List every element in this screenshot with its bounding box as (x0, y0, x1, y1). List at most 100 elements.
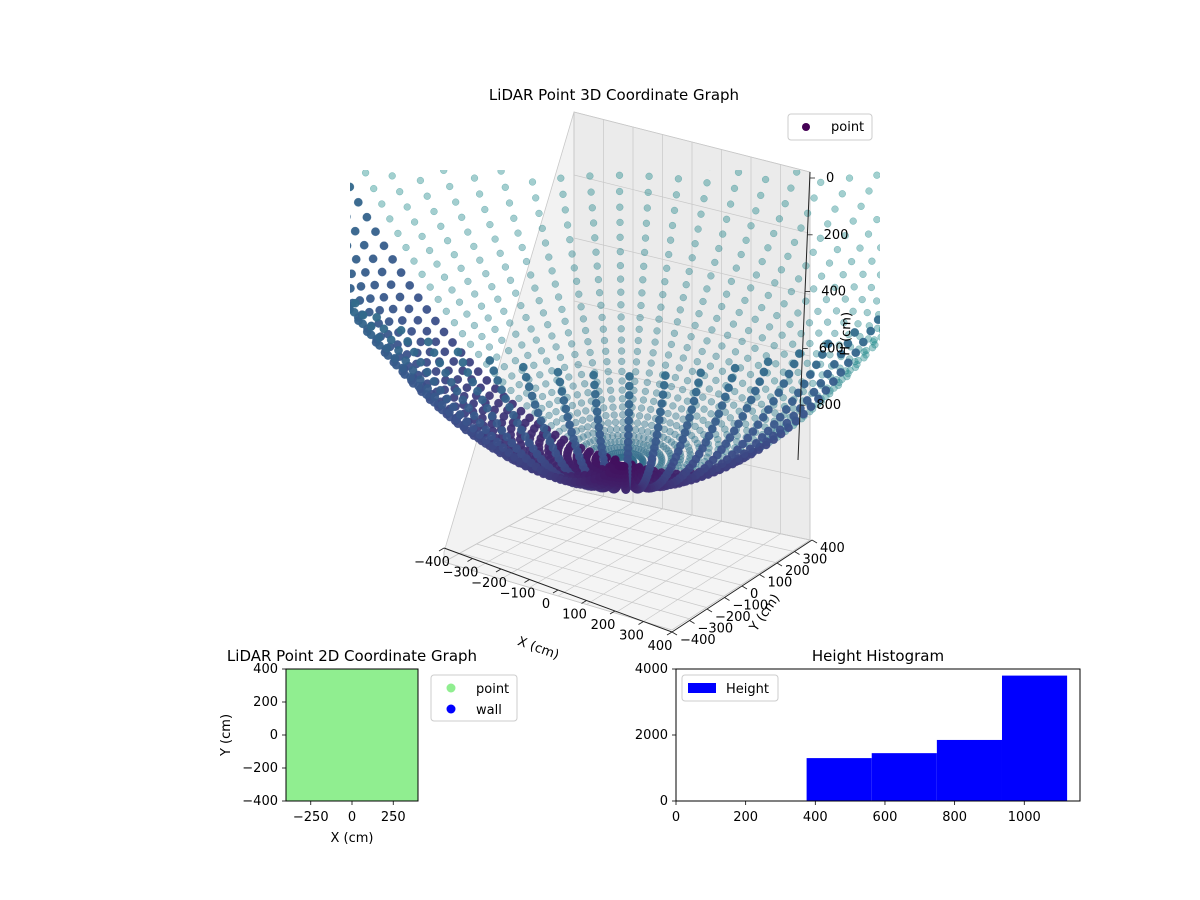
plot-3d-point (455, 409, 465, 419)
plot-3d-point (561, 404, 571, 414)
plot-3d-point (841, 295, 849, 303)
plot-3d-point (688, 367, 697, 376)
plot-3d-point (641, 420, 649, 428)
plot-3d-point (437, 222, 445, 230)
plot-3d-y-tick-label: 300 (803, 553, 828, 568)
plot-3d-point (817, 178, 825, 187)
plot-3d-point (505, 199, 514, 207)
plot-3d-point (435, 385, 445, 395)
plot-3d-point (754, 361, 763, 370)
plot-3d-point (859, 270, 867, 278)
plot-3d-point (700, 195, 708, 203)
plot-3d-point (868, 257, 876, 265)
histogram-x-tick-label: 800 (942, 810, 967, 825)
plot-3d-point (799, 379, 809, 389)
plot-3d-point (418, 232, 426, 241)
plot-3d-point (743, 433, 753, 443)
plot-3d-point (429, 376, 439, 386)
plot-2d-legend-label-point: point (476, 682, 509, 697)
plot-3d-point (849, 307, 857, 315)
plot-3d-point (410, 218, 419, 226)
plot-3d-point (359, 240, 369, 250)
plot-3d-point (734, 419, 743, 429)
plot-3d-point (426, 283, 434, 291)
plot-3d-point (584, 389, 592, 397)
plot-3d-point (718, 367, 727, 375)
plot-3d-point (489, 366, 499, 376)
plot-3d-point (662, 444, 670, 453)
plot-3d-point (492, 418, 502, 428)
plot-3d-point (524, 382, 534, 392)
plot-3d-point (613, 425, 621, 433)
histogram-x-tick-label: 200 (733, 810, 758, 825)
plot-3d-point (705, 449, 713, 457)
plot-3d-y-tick-mark (689, 620, 695, 624)
plot-3d-point (358, 310, 368, 320)
plot-3d-point (470, 321, 479, 330)
plot-3d-point (672, 191, 681, 199)
plot-3d-point (664, 435, 672, 444)
plot-3d-point (723, 331, 732, 339)
plot-3d-gridline (557, 514, 693, 597)
plot-3d-point (591, 398, 601, 408)
plot-3d-point (462, 417, 472, 427)
histogram-bar (936, 739, 1002, 801)
plot-3d-point (378, 200, 386, 208)
plot-3d-point (752, 207, 760, 215)
plot-3d-point (578, 425, 586, 433)
plot-3d-point (370, 280, 380, 290)
plot-3d-point (813, 394, 823, 404)
plot-3d-point (705, 385, 713, 393)
plot-3d-point (694, 225, 702, 233)
plot-3d-point (463, 368, 473, 377)
plot-3d-x-tick-label: 200 (591, 618, 616, 633)
plot-3d-point (816, 378, 826, 388)
plot-3d-point (744, 354, 752, 362)
plot-3d-point (831, 205, 839, 213)
plot-3d-point (532, 336, 540, 344)
histogram-x-tick-label: 1000 (1008, 810, 1041, 825)
plot-3d-point (504, 347, 513, 355)
plot-3d-point (697, 210, 705, 218)
plot-3d-point (753, 420, 763, 430)
plot-3d-point (527, 325, 535, 333)
plot-3d-point (581, 380, 589, 388)
histogram: Height Histogram 0 200 400 600 800 1000 0 2000… (635, 647, 1081, 825)
plot-3d-point (758, 334, 766, 342)
plot-3d-point (854, 356, 862, 365)
plot-3d-point (416, 357, 426, 367)
plot-3d-point (683, 343, 691, 352)
plot-3d-y-tick-label: −400 (680, 633, 716, 648)
plot-3d-x-tick-label: −300 (443, 566, 479, 581)
plot-3d-point (876, 271, 880, 279)
plot-3d-point (501, 394, 511, 404)
plot-3d-point (569, 382, 577, 390)
plot-3d-point (505, 402, 514, 412)
plot-3d-point (746, 395, 756, 405)
plot-3d-point (368, 254, 378, 264)
plot-2d-title: LiDAR Point 2D Coordinate Graph (227, 647, 477, 665)
plot-3d-point (528, 178, 537, 186)
plot-3d-point (397, 316, 407, 325)
plot-3d-point (794, 349, 804, 359)
plot-3d-point (530, 361, 538, 369)
plot-3d-point (488, 283, 496, 291)
plot-3d-point (575, 290, 583, 298)
plot-3d-point (763, 357, 773, 367)
plot-3d-point (676, 306, 684, 314)
plot-3d-point (770, 342, 778, 350)
plot-3d-point (527, 271, 535, 279)
plot-3d-point (485, 391, 494, 401)
plot-3d-z-tick-label: 400 (821, 285, 846, 300)
plot-3d-point (435, 358, 445, 368)
plot-3d-legend-marker-point (802, 123, 810, 131)
plot-3d-point (604, 419, 612, 427)
plot-3d-point (726, 200, 735, 208)
plot-3d-point (617, 313, 625, 321)
plot-3d-point (493, 376, 503, 385)
plot-3d-point (457, 264, 465, 272)
plot-3d-point (727, 277, 736, 286)
plot-3d-point (453, 347, 463, 357)
plot-3d-point (446, 182, 454, 191)
plot-3d-x-tick-mark (666, 631, 673, 636)
